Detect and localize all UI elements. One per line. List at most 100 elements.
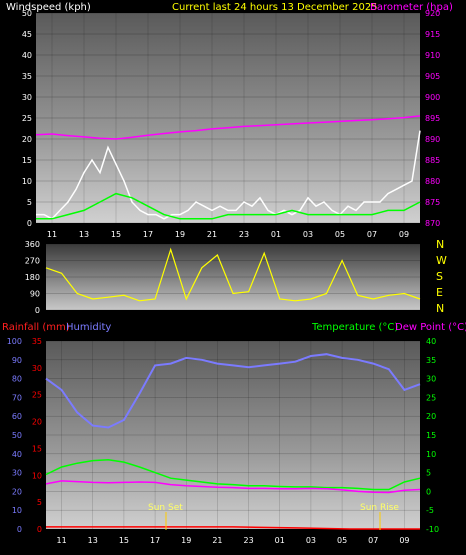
direction-y-tick: 360 [25, 240, 40, 249]
temp-y-tick: 20 [426, 412, 436, 421]
temp-y-tick: 25 [426, 393, 436, 402]
wind-x-axis: 11 13 15 17 19 21 23 01 03 05 07 09 [47, 230, 409, 239]
temp-x-tick: 23 [243, 536, 253, 545]
rainfall-line [46, 526, 420, 530]
temp-y-axis: -10 -5 0 5 10 15 20 25 30 35 40 [426, 337, 439, 534]
wind-title: Windspeed (kph) [6, 2, 91, 13]
temp-y-tick: 35 [426, 356, 436, 365]
barometer-y-tick: 885 [425, 156, 440, 165]
humidity-title: Humidity [66, 322, 111, 333]
humidity-y-tick: 60 [12, 412, 22, 421]
humidity-y-tick: 0 [17, 525, 22, 534]
windspeed-line [36, 130, 421, 220]
humidity-y-tick: 20 [12, 487, 22, 496]
dew-title: Dew Point (°C) [395, 322, 466, 333]
rain-y-tick: 20 [32, 418, 42, 427]
humidity-y-tick: 30 [12, 469, 22, 478]
wind-average-line [36, 192, 421, 220]
wind-x-tick: 05 [335, 230, 345, 239]
temp-x-tick: 01 [275, 536, 285, 545]
humidity-y-tick: 40 [12, 450, 22, 459]
baro-title: Barometer (hpa) [370, 2, 453, 13]
temp-title: Temperature (°C) [311, 322, 398, 333]
wind-y-tick: 25 [22, 114, 32, 123]
temp-x-tick: 21 [212, 536, 222, 545]
rain-y-tick: 30 [32, 364, 42, 373]
temp-series [45, 353, 421, 530]
temp-y-tick: 5 [426, 469, 431, 478]
rain-title: Rainfall (mm) [2, 322, 70, 333]
barometer-y-tick: 915 [425, 30, 440, 39]
rain-y-axis: 0 5 10 15 20 25 30 35 [32, 337, 42, 534]
wind-y-tick: 30 [22, 93, 32, 102]
sunset-label: Sun Set [148, 503, 183, 513]
temp-y-tick: 10 [426, 450, 436, 459]
wind-y-axis: 0 5 10 15 20 25 30 35 40 45 50 [22, 9, 32, 228]
wind-x-tick: 17 [143, 230, 153, 239]
temp-plot-area [46, 341, 420, 529]
wind-x-tick: 15 [111, 230, 121, 239]
temp-y-tick: -5 [426, 506, 434, 515]
temp-y-tick: -10 [426, 525, 439, 534]
wind-y-tick: 5 [27, 198, 32, 207]
barometer-y-tick: 905 [425, 72, 440, 81]
wind-x-tick: 01 [271, 230, 281, 239]
direction-y-tick: 270 [25, 257, 40, 266]
temp-x-tick: 15 [119, 536, 129, 545]
compass-north-label: N [436, 302, 444, 315]
temp-x-tick: 07 [368, 536, 378, 545]
wind-y-tick: 45 [22, 30, 32, 39]
rain-y-tick: 15 [32, 444, 42, 453]
wind-y-tick: 40 [22, 51, 32, 60]
wind-x-tick: 07 [367, 230, 377, 239]
direction-y-tick: 180 [25, 273, 40, 282]
barometer-y-tick: 920 [425, 9, 440, 18]
wind-x-tick: 09 [399, 230, 409, 239]
rain-y-tick: 0 [37, 525, 42, 534]
direction-y-axis: 0 90 180 270 360 [25, 240, 40, 315]
compass-east-label: E [436, 286, 443, 299]
wind-x-tick: 03 [303, 230, 313, 239]
temp-x-tick: 17 [150, 536, 160, 545]
wind-x-tick: 11 [47, 230, 57, 239]
humidity-y-tick: 10 [12, 506, 22, 515]
temp-x-tick: 03 [306, 536, 316, 545]
temp-x-axis: 11 13 15 17 19 21 23 01 03 05 07 09 [56, 536, 409, 545]
temperature-line [45, 459, 421, 491]
sunrise-label: Sun Rise [360, 503, 399, 513]
humidity-y-tick: 50 [12, 431, 22, 440]
temp-x-tick: 19 [181, 536, 191, 545]
direction-line [45, 247, 421, 302]
wind-y-tick: 35 [22, 72, 32, 81]
compass-north-label: N [436, 238, 444, 251]
wind-y-tick: 20 [22, 135, 32, 144]
temp-x-tick: 09 [399, 536, 409, 545]
wind-y-tick: 50 [22, 9, 32, 18]
current-title: Current last 24 hours 13 December 2025 [172, 2, 378, 13]
wind-x-tick: 13 [79, 230, 89, 239]
wind-y-tick: 15 [22, 156, 32, 165]
humidity-y-tick: 100 [7, 337, 22, 346]
wind-x-tick: 23 [239, 230, 249, 239]
barometer-y-tick: 875 [425, 198, 440, 207]
barometer-y-tick: 890 [425, 135, 440, 144]
wind-x-tick: 19 [175, 230, 185, 239]
direction-plot-area [46, 244, 420, 310]
wind-grid [36, 12, 420, 224]
compass-south-label: S [436, 270, 443, 283]
direction-y-tick: 90 [30, 290, 40, 299]
rain-y-tick: 35 [32, 337, 42, 346]
temp-y-tick: 15 [426, 431, 436, 440]
temp-y-tick: 30 [426, 375, 436, 384]
barometer-y-tick: 880 [425, 177, 440, 186]
temp-y-tick: 0 [426, 487, 431, 496]
barometer-y-tick: 900 [425, 93, 440, 102]
humidity-y-tick: 90 [12, 356, 22, 365]
wind-plot-area [36, 13, 420, 223]
rain-y-tick: 5 [37, 498, 42, 507]
wind-y-tick: 0 [27, 219, 32, 228]
barometer-y-tick: 895 [425, 114, 440, 123]
humidity-y-tick: 80 [12, 375, 22, 384]
compass-west-label: W [436, 254, 447, 267]
